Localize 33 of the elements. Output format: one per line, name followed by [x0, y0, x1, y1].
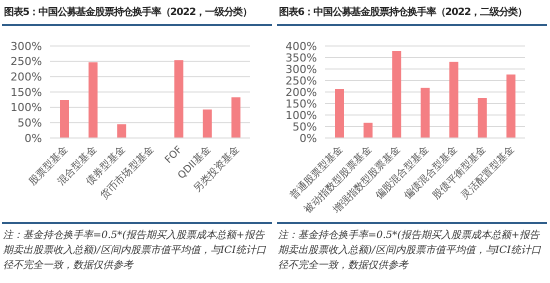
bar: [231, 97, 240, 138]
text: 注：基金持仓换手率=0.5*(报告期买入股票成本总额+报告期卖出股票收入总额)/区间内股票市值平均值，与ICI统计口径不完全一致，数据仅供参考: [3, 228, 267, 273]
bar: [478, 98, 487, 138]
y-tick-label: 300%: [286, 62, 317, 76]
y-tick-label: 300%: [10, 40, 42, 53]
chart-title: 图表5：中国公募基金股票持仓换手率（2022，一级分类）: [4, 5, 252, 19]
y-tick-label: 50%: [18, 116, 42, 130]
y-tick-label: 250%: [286, 74, 317, 88]
y-tick-label: 150%: [10, 86, 42, 99]
bar: [506, 74, 516, 138]
chart-title: 图表6：中国公募基金股票持仓换手率（2022，二级分类）: [279, 5, 527, 19]
bar: [392, 51, 402, 138]
y-tick-label: 150%: [286, 97, 317, 110]
y-tick-label: 250%: [10, 55, 42, 68]
y-tick-label: 200%: [10, 70, 42, 84]
y-tick-label: 100%: [10, 101, 42, 114]
y-tick-label: 100%: [286, 108, 317, 122]
bar: [335, 89, 344, 138]
bar: [60, 100, 69, 138]
bar: [364, 122, 373, 138]
bar: [420, 88, 430, 138]
y-tick-label: 350%: [286, 51, 317, 64]
y-tick-label: 0%: [24, 132, 42, 145]
y-tick-label: 50%: [292, 120, 317, 134]
y-tick-label: 0%: [300, 132, 317, 145]
bar: [202, 109, 212, 138]
bar: [88, 62, 98, 138]
text: 注：基金持仓换手率=0.5*(报告期买入股票成本总额+报告期卖出股票收入总额)/区间内股票市值平均值，与ICI统计口径不完全一致，数据仅供参考: [278, 228, 542, 273]
bar: [449, 62, 458, 138]
bar: [117, 124, 126, 138]
bar: [174, 60, 184, 138]
y-tick-label: 400%: [286, 40, 317, 53]
y-tick-label: 200%: [286, 86, 317, 99]
